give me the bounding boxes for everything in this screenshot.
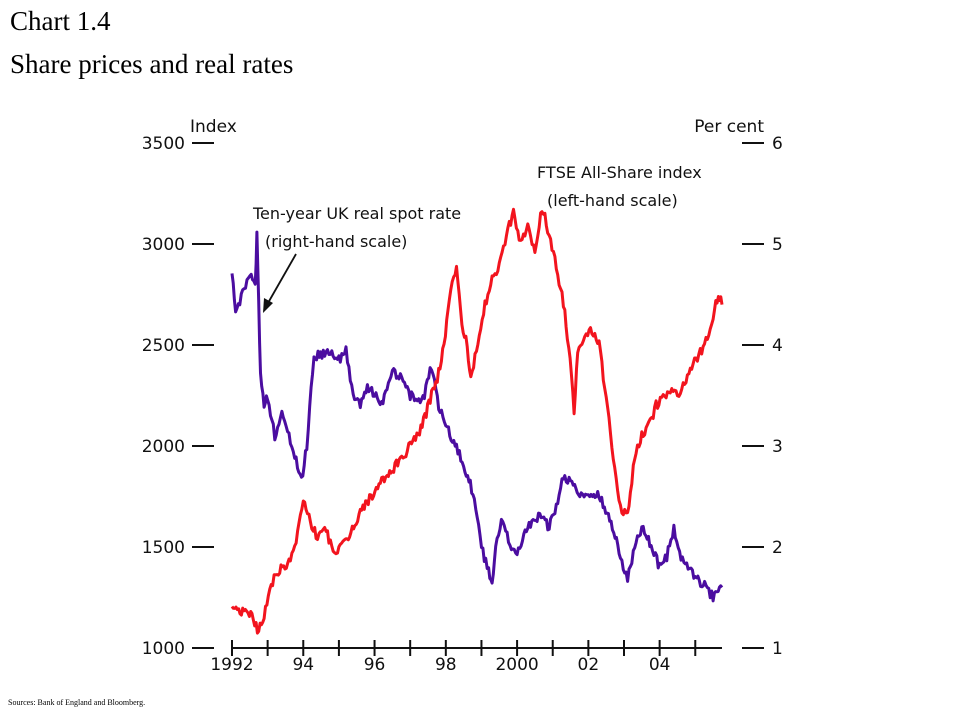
x-axis: 1992 94 96 98 2000 02 04 — [210, 640, 722, 675]
annotation-rate-label: Ten-year UK real spot rate — [252, 204, 461, 223]
right-axis-tick-label: 5 — [772, 235, 783, 255]
x-axis-tick-label: 02 — [578, 655, 600, 675]
ftse-index-line — [230, 207, 724, 635]
chart-title: Chart 1.4 — [10, 6, 111, 36]
arrow-head-icon — [263, 298, 273, 313]
annotation-rate-scale: (right-hand scale) — [265, 232, 407, 251]
left-axis-tick-label: 2000 — [142, 437, 185, 457]
left-axis-label: Index — [190, 117, 237, 137]
x-axis-tick-label: 1992 — [210, 655, 253, 675]
real-spot-rate-line — [230, 230, 724, 603]
source-note: Sources: Bank of England and Bloomberg. — [8, 698, 146, 707]
left-axis-tick-label: 3000 — [142, 235, 185, 255]
left-axis-tick-label: 1000 — [142, 639, 185, 659]
x-axis-tick-label: 98 — [435, 655, 457, 675]
x-axis-tick-label: 2000 — [495, 655, 538, 675]
left-axis-tick-label: 1500 — [142, 538, 185, 558]
x-axis-tick-label: 94 — [292, 655, 314, 675]
annotation-ftse-label: FTSE All-Share index — [537, 163, 702, 182]
right-axis: 1 2 3 4 5 6 Per cent — [694, 117, 783, 659]
series-lines — [230, 207, 724, 635]
right-axis-tick-label: 6 — [772, 134, 783, 154]
right-axis-tick-label: 1 — [772, 639, 783, 659]
left-axis-tick-label: 2500 — [142, 336, 185, 356]
x-axis-tick-label: 96 — [364, 655, 386, 675]
right-axis-tick-label: 3 — [772, 437, 783, 457]
annotations: Ten-year UK real spot rate (right-hand sc… — [252, 163, 702, 313]
right-axis-tick-label: 2 — [772, 538, 783, 558]
left-axis-tick-label: 3500 — [142, 134, 185, 154]
right-axis-label: Per cent — [694, 117, 764, 137]
annotation-arrow — [267, 253, 297, 304]
annotation-ftse-scale: (left-hand scale) — [547, 191, 678, 210]
x-axis-tick-label: 04 — [649, 655, 671, 675]
right-axis-tick-label: 4 — [772, 336, 783, 356]
chart-subtitle: Share prices and real rates — [10, 49, 294, 79]
